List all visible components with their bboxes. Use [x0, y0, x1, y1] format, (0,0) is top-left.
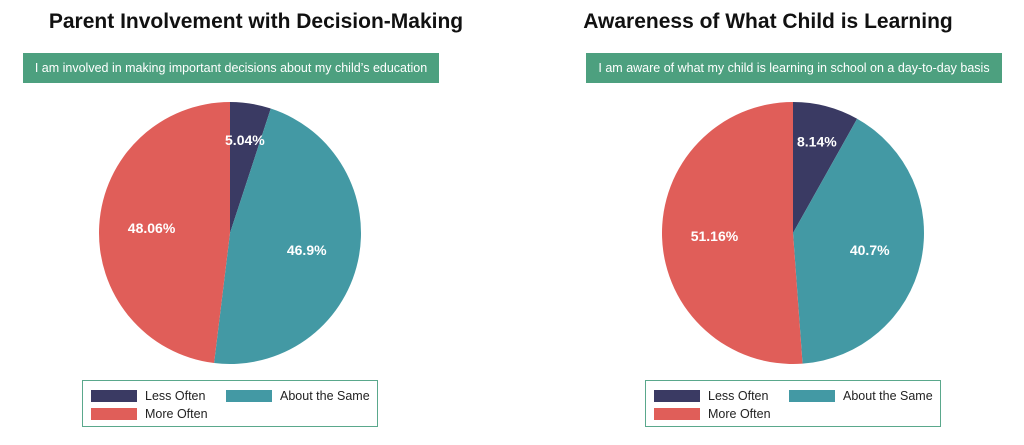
chart-panel-awareness: Awareness of What Child is Learning I am…: [512, 0, 1024, 445]
legend-item-about-the-same: About the Same: [789, 389, 933, 403]
legend-item-less-often: Less Often: [654, 389, 768, 403]
legend-label: Less Often: [708, 389, 769, 403]
chart-legend: Less Often About the Same More Often: [82, 380, 378, 427]
data-label-about-the-same: 46.9%: [287, 242, 327, 258]
pie-slice-more-often: [661, 102, 803, 364]
legend-swatch-less-often: [91, 390, 137, 402]
chart-subtitle-banner: I am involved in making important decisi…: [23, 53, 439, 83]
data-label-about-the-same: 40.7%: [850, 242, 890, 258]
legend-swatch-less-often: [654, 390, 700, 402]
data-label-more-often: 48.06%: [128, 220, 176, 236]
legend-swatch-more-often: [91, 408, 137, 420]
chart-panel-decision-making: Parent Involvement with Decision-Making …: [23, 10, 464, 427]
pie-slice-about-the-same: [214, 108, 362, 364]
legend-label: About the Same: [843, 389, 933, 403]
legend-swatch-about-the-same: [226, 390, 272, 402]
pie-chart: 8.14% 40.7% 51.16%: [661, 102, 924, 364]
pie-chart: 5.04% 46.9% 48.06%: [98, 102, 362, 364]
legend-item-less-often: Less Often: [91, 389, 205, 403]
data-label-less-often: 5.04%: [225, 132, 265, 148]
chart-subtitle-banner: I am aware of what my child is learning …: [586, 53, 1002, 83]
legend-item-more-often: More Often: [91, 407, 208, 421]
pie-slice-less-often: [230, 102, 271, 233]
pie-slice-less-often: [793, 102, 858, 233]
chart-legend: Less Often About the Same More Often: [645, 380, 941, 427]
pie-slice-more-often: [98, 102, 230, 364]
legend-label: More Often: [145, 407, 208, 421]
legend-swatch-about-the-same: [789, 390, 835, 402]
pie-slice-about-the-same: [793, 118, 924, 364]
chart-title: Parent Involvement with Decision-Making: [48, 10, 464, 33]
legend-label: Less Often: [145, 389, 206, 403]
data-label-less-often: 8.14%: [797, 134, 837, 150]
legend-label: About the Same: [280, 389, 370, 403]
legend-item-more-often: More Often: [654, 407, 771, 421]
chart-title: Awareness of What Child is Learning: [583, 10, 953, 33]
legend-swatch-more-often: [654, 408, 700, 420]
data-label-more-often: 51.16%: [691, 228, 739, 244]
legend-item-about-the-same: About the Same: [226, 389, 370, 403]
legend-label: More Often: [708, 407, 771, 421]
